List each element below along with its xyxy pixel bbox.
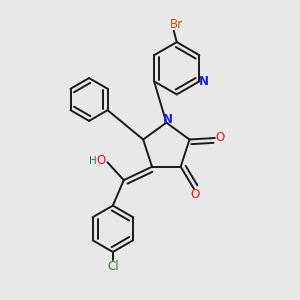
Text: N: N [163,112,173,126]
Text: O: O [215,131,225,144]
Text: Br: Br [170,18,183,32]
Text: N: N [199,75,209,88]
Text: H: H [89,156,97,167]
Text: O: O [190,188,200,201]
Text: Cl: Cl [107,260,119,273]
Text: O: O [97,154,106,167]
